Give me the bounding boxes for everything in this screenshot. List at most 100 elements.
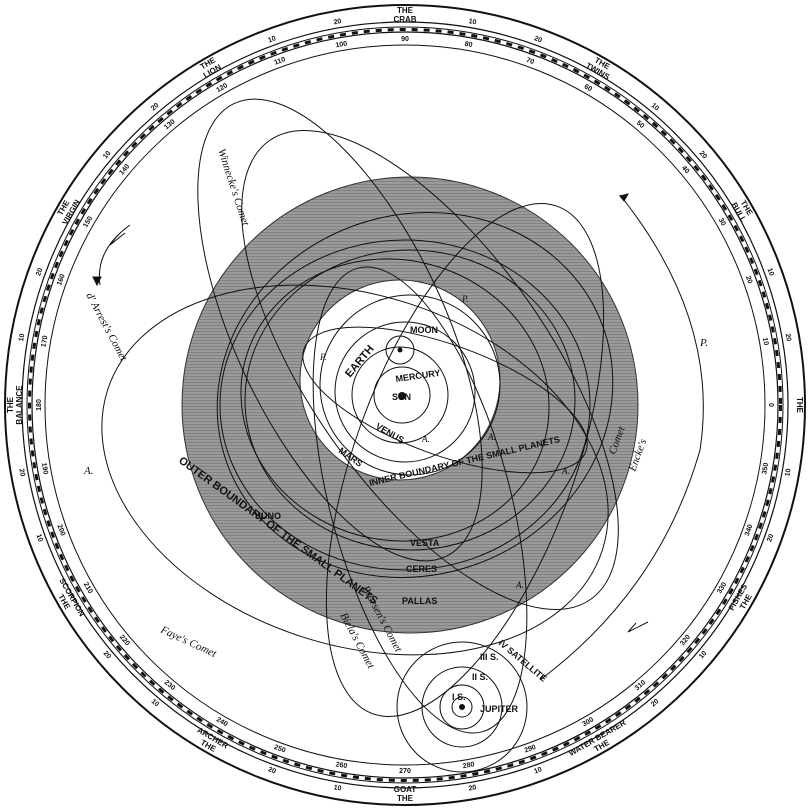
satellite-1-orbit [451,696,473,718]
earth-orbit [334,321,476,463]
degree-mark-outer: 10 [698,650,708,661]
degree-mark-outer: 20 [468,784,477,792]
satellite-3-label: III S. [480,652,499,662]
degree-mark-inner: 150 [82,215,94,229]
degree-mark-inner: 140 [118,163,131,177]
degree-mark-inner: 90 [401,36,409,43]
faye-comet-label: Faye's Comet [158,623,219,660]
winnecke-comet-label: Winnecke's Comet [215,147,252,228]
degree-mark-outer: 20 [698,150,708,161]
zodiac-title-label: THE [397,794,414,803]
degree-mark-outer: 20 [150,102,161,112]
satellite-3-orbit [421,666,503,748]
degree-mark-outer: 10 [650,102,661,112]
pallas-orbit [216,212,614,578]
zodiac-title-label: THE [397,6,414,15]
degree-mark-outer: 10 [267,35,277,44]
degree-mark-outer: 10 [150,698,161,708]
degree-mark-outer: 20 [533,35,543,44]
aphelion-marker: A. [83,465,93,477]
degree-mark-outer: 20 [267,766,277,775]
degree-mark-inner: 250 [273,744,286,755]
perihelion-marker: P. [319,352,327,362]
perihelion-marker: P. [461,294,469,304]
degree-mark-inner: 20 [744,275,753,285]
degree-mark-inner: 180 [36,399,43,411]
juno-orbit [240,258,550,542]
degree-mark-outer: 20 [35,267,44,277]
direction-arrows [92,193,649,633]
degree-mark-outer: 20 [17,468,25,477]
checkered-band [28,28,782,782]
vesta-label: VESTA [410,538,440,548]
degree-mark-outer: 10 [102,150,112,161]
sun-label: SUN [392,392,411,402]
degree-mark-inner: 130 [163,118,177,131]
jupiter-label: JUPITER [480,704,519,714]
ceres-label: CERES [406,564,437,574]
venus-orbit [351,346,449,444]
degree-mark-inner: 300 [581,716,595,728]
zodiac-sign-goat: GOAT [394,785,417,794]
zodiac-sign-balance: BALANCE [15,385,24,425]
degree-mark-inner: 10 [761,337,769,346]
bodies-marks [397,347,465,710]
brorsen-comet-orbit [312,266,528,734]
aphelion-marker: A. [515,580,524,590]
degree-mark-inner: 170 [40,335,49,348]
degree-mark-outer: 10 [35,533,44,543]
degree-mark-inner: 60 [583,83,593,93]
juno-label: JUNO [256,511,281,521]
degree-mark-inner: 40 [680,165,690,176]
degree-mark-inner: 290 [524,744,537,755]
degree-mark-inner: 160 [56,273,67,286]
zodiac-title-label: THE [795,397,804,414]
degree-mark-outer: 20 [102,650,112,661]
perihelion-marker: P. [699,337,708,349]
zodiac-rim [4,4,806,806]
zodiac-sign-crab: CRAB [393,15,416,24]
moon-label: MOON [410,325,438,335]
satellite-4-orbit [396,641,528,773]
degree-mark-outer: 10 [333,784,342,792]
degree-mark-outer: 10 [766,267,775,277]
arrow-icon [109,232,126,246]
darrest-comet-orbit [241,130,619,610]
winnecke-comet-orbit [197,98,483,562]
degree-mark-inner: 350 [761,462,770,475]
aphelion-marker: A. [421,434,430,444]
degree-mark-outer: 10 [18,333,26,342]
degree-mark-outer: 10 [533,766,543,775]
sun-marker [398,392,406,400]
degree-mark-inner: 110 [273,56,286,66]
degree-mark-inner: 80 [464,41,473,49]
jupiter-marker [459,704,465,710]
arrowhead-icon [619,193,630,202]
darrest-comet-label: d' Arrest's Comet [83,291,130,364]
degree-mark-outer: 10 [784,468,792,477]
faye-comet-orbit [101,284,609,656]
degree-mark-outer: 20 [784,333,792,342]
zodiac-title-label: THE [6,396,15,413]
comet-orbits [98,98,704,734]
degree-mark-inner: 30 [717,217,727,227]
mars-orbit [319,294,501,476]
vesta-orbit [244,249,576,551]
satellite-4-label: IV SATELLITE [497,638,549,684]
arrow-icon [627,621,649,633]
degree-mark-inner: 330 [716,581,728,595]
degree-mark-inner: 120 [215,82,229,94]
degree-mark-inner: 280 [462,761,475,770]
degree-mark-outer: 20 [766,533,775,543]
outer-comet-arc-left [98,224,131,286]
outer-comet-arc-right [539,194,704,681]
degree-mark-outer: 20 [333,18,342,26]
satellite-2-orbit [439,684,485,730]
degree-mark-inner: 210 [82,581,94,595]
aphelion-marker: A. [487,432,496,442]
orbits [216,212,614,578]
degree-mark-outer: 20 [650,698,661,708]
degree-mark-inner: 260 [335,761,348,770]
pallas-label: PALLAS [402,596,437,606]
